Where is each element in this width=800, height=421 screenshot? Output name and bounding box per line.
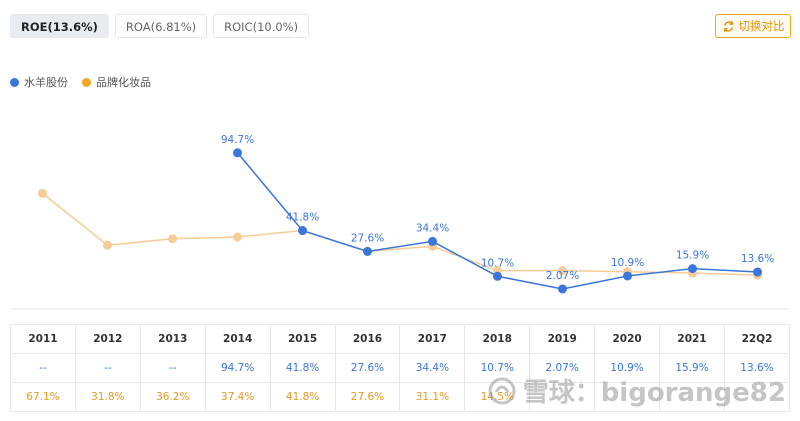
table-year-cell: 2015 [269, 324, 336, 354]
table-series2-cell: 14.5% [464, 382, 531, 412]
series1-data-label: 41.8% [286, 212, 319, 224]
table-series1-cell: 27.6% [334, 353, 401, 383]
table-series1-cell: 2.07% [529, 353, 596, 383]
swap-icon [723, 20, 733, 32]
data-table: 2011 2012 2013 2014 2015 2016 2017 2018 2019 2020… [10, 324, 791, 412]
series1-point[interactable] [493, 271, 502, 281]
series1-point[interactable] [753, 267, 762, 277]
series1-point[interactable] [558, 284, 567, 294]
series1-point[interactable] [233, 148, 242, 158]
switch-compare-label: 切换对比 [738, 19, 785, 33]
table-year-cell: 2021 [659, 324, 725, 354]
series1-data-label: 15.9% [676, 250, 709, 262]
table-year-cell: 22Q2 [723, 324, 791, 354]
table-year-cell: 2018 [464, 324, 531, 354]
table-series1-cell: 94.7% [204, 353, 271, 383]
series-shuiyang: 94.7% 41.8% 27.6% 34.4% 10.7% 2.07% 10.9% 15.9%… [221, 134, 774, 294]
legend-item-series2[interactable]: 品牌化妆品 [82, 74, 151, 90]
table-row-years: 2011 2012 2013 2014 2015 2016 2017 2018 2019 2020… [10, 324, 791, 354]
table-series2-cell [723, 382, 791, 412]
table-series2-cell: 67.1% [10, 382, 76, 412]
table-series2-cell [659, 382, 725, 412]
table-series2-cell: 27.6% [334, 382, 401, 412]
chart-legend: 水羊股份 品牌化妆品 [10, 74, 151, 90]
table-year-cell: 2020 [594, 324, 661, 354]
series2-line [42, 192, 758, 276]
series1-point[interactable] [688, 264, 697, 274]
table-row-series2: 67.1% 31.8% 36.2% 37.4% 41.8% 27.6% 31.1% 14.5% [10, 382, 791, 412]
table-series2-cell: 31.1% [399, 382, 466, 412]
table-series2-cell: 37.4% [204, 382, 271, 412]
legend-item-series1[interactable]: 水羊股份 [10, 74, 68, 90]
table-series1-cell: -- [10, 353, 76, 383]
series1-point[interactable] [623, 271, 632, 281]
tab-roe[interactable]: ROE(13.6%) [10, 14, 109, 38]
table-series2-cell: 36.2% [139, 382, 206, 412]
series1-point[interactable] [363, 246, 372, 256]
series1-data-label: 94.7% [221, 134, 254, 146]
series1-data-label: 2.07% [546, 270, 579, 282]
series2-point[interactable] [233, 232, 242, 242]
series2-point[interactable] [103, 240, 112, 250]
table-series1-cell: 15.9% [659, 353, 725, 383]
series2-point[interactable] [38, 188, 47, 198]
series1-point[interactable] [298, 226, 307, 236]
table-series2-cell: 41.8% [269, 382, 336, 412]
table-series2-cell: 31.8% [74, 382, 141, 412]
table-series1-cell: -- [74, 353, 141, 383]
legend-label-series2: 品牌化妆品 [96, 76, 151, 89]
tab-roa[interactable]: ROA(6.81%) [114, 14, 208, 38]
table-series2-cell [594, 382, 661, 412]
series2-point[interactable] [558, 266, 567, 276]
series1-data-label: 10.7% [481, 257, 514, 269]
series-brand-cosmetics [38, 188, 762, 280]
series1-data-label: 27.6% [351, 232, 384, 244]
legend-dot-series2 [82, 77, 91, 87]
table-row-series1: -- -- -- 94.7% 41.8% 27.6% 34.4% 10.7% 2.07% 10.9… [10, 353, 791, 383]
table-year-cell: 2012 [74, 324, 141, 354]
table-year-cell: 2011 [10, 324, 76, 354]
table-year-cell: 2016 [334, 324, 401, 354]
switch-compare-button[interactable]: 切换对比 [715, 14, 791, 38]
table-series2-cell [529, 382, 596, 412]
legend-label-series1: 水羊股份 [24, 76, 68, 89]
legend-dot-series1 [10, 77, 19, 87]
series1-data-label: 10.9% [611, 257, 644, 269]
series2-point[interactable] [168, 234, 177, 244]
tab-roic[interactable]: ROIC(10.0%) [213, 14, 310, 38]
table-year-cell: 2017 [399, 324, 466, 354]
series1-point[interactable] [428, 236, 437, 246]
line-chart: 94.7% 41.8% 27.6% 34.4% 10.7% 2.07% 10.9% 15.9%… [10, 134, 790, 310]
table-series1-cell: 10.9% [594, 353, 661, 383]
table-series1-cell: 10.7% [464, 353, 531, 383]
table-series1-cell: 13.6% [723, 353, 791, 383]
series1-data-label: 13.6% [741, 253, 774, 265]
table-series1-cell: 34.4% [399, 353, 466, 383]
metric-tabs: ROE(13.6%) ROA(6.81%) ROIC(10.0%) [10, 14, 310, 38]
table-series1-cell: 41.8% [269, 353, 336, 383]
table-year-cell: 2019 [529, 324, 596, 354]
series1-data-label: 34.4% [416, 222, 449, 234]
table-year-cell: 2014 [204, 324, 271, 354]
table-series1-cell: -- [139, 353, 206, 383]
table-year-cell: 2013 [139, 324, 206, 354]
